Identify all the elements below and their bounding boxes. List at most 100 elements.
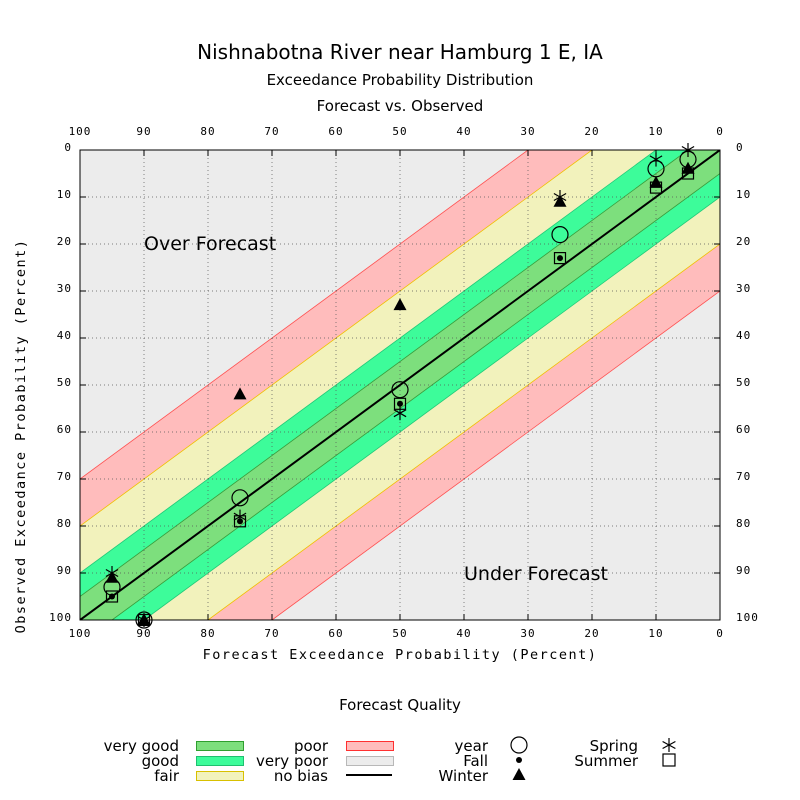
point-summer: [649, 181, 663, 194]
point-summer: [681, 167, 695, 180]
point-spring-stroke-2: [137, 615, 151, 625]
tick-label-y-right: 50: [736, 376, 751, 389]
legend-title: Forecast Quality: [339, 696, 461, 714]
point-winter: [393, 298, 407, 311]
tick-label-x-top: 50: [392, 125, 407, 138]
tick-label-x-bottom: 80: [200, 627, 215, 640]
tick-label-x-top: 0: [716, 125, 724, 138]
point-fall: [557, 255, 563, 262]
tick-label-x-top: 30: [520, 125, 535, 138]
tick-label-y-left: 0: [64, 141, 72, 154]
tick-label-y-left: 80: [57, 517, 72, 530]
plot-area: [80, 150, 720, 620]
legend-swatch-good: [196, 756, 244, 766]
point-spring-stroke-2: [681, 145, 695, 155]
tick-label-x-bottom: 10: [648, 627, 663, 640]
tick-label-y-left: 90: [57, 564, 72, 577]
tick-label-y-left: 40: [57, 329, 72, 342]
tick-label-y-left: 50: [57, 376, 72, 389]
legend-swatch-very-good: [196, 741, 244, 751]
point-spring-stroke-2: [233, 512, 247, 521]
point-spring-stroke-2: [105, 568, 119, 578]
point-year: [551, 226, 569, 244]
tick-label-y-left: 10: [57, 188, 72, 201]
tick-label-x-bottom: 60: [328, 627, 343, 640]
legend-label-poor: poor: [293, 737, 328, 755]
tick-label-y-right: 30: [736, 282, 751, 295]
point-summer: [137, 613, 151, 627]
tick-label-y-right: 20: [736, 235, 751, 248]
tick-label-y-right: 90: [736, 564, 751, 577]
no-bias-line: [80, 150, 720, 620]
point-spring: [681, 143, 695, 157]
tick-label-y-left: 30: [57, 282, 72, 295]
point-summer: [553, 252, 567, 265]
legend-label-spring: Spring: [589, 737, 638, 755]
legend-label-year: year: [454, 737, 488, 755]
tick-label-x-bottom: 50: [392, 627, 407, 640]
annotation-under-forecast: Under Forecast: [464, 563, 608, 585]
legend-label-good: good: [141, 752, 179, 770]
legend-label-very-good: very good: [103, 737, 179, 755]
point-spring: [105, 566, 119, 580]
tick-label-y-right: 60: [736, 423, 751, 436]
legend-label-fair: fair: [154, 767, 179, 785]
tick-label-x-top: 80: [200, 125, 215, 138]
tick-label-x-top: 60: [328, 125, 343, 138]
tick-label-y-right: 0: [736, 141, 744, 154]
legend-label-no-bias: no bias: [273, 767, 328, 785]
tick-label-x-bottom: 70: [264, 627, 279, 640]
point-spring: [137, 613, 151, 627]
tick-label-y-right: 100: [736, 611, 759, 624]
tick-label-y-right: 80: [736, 517, 751, 530]
point-year: [135, 611, 153, 629]
tick-label-x-top: 100: [69, 125, 92, 138]
tick-label-y-right: 70: [736, 470, 751, 483]
chart-title: Nishnabotna River near Hamburg 1 E, IA: [197, 40, 603, 64]
x-axis-label: Forecast Exceedance Probability (Percent…: [203, 647, 598, 663]
chart-subtitle-1: Exceedance Probability Distribution: [266, 71, 534, 89]
legend-swatch-very-poor: [346, 756, 394, 766]
point-summer: [105, 590, 119, 603]
legend-label-very-poor: very poor: [256, 752, 328, 770]
legend-line-no-bias: [346, 774, 392, 776]
legend-label-summer: Summer: [574, 752, 638, 770]
chart-subtitle-2: Forecast vs. Observed: [316, 97, 484, 115]
point-spring: [553, 190, 567, 204]
point-spring: [233, 509, 247, 524]
annotation-over-forecast: Over Forecast: [144, 233, 276, 255]
legend-label-fall: Fall: [463, 752, 488, 770]
tick-label-y-left: 100: [49, 611, 72, 624]
tick-label-x-bottom: 30: [520, 627, 535, 640]
point-fall: [109, 593, 115, 600]
tick-label-y-right: 10: [736, 188, 751, 201]
point-year: [231, 489, 249, 507]
legend-label-winter: Winter: [438, 767, 488, 785]
tick-label-x-top: 20: [584, 125, 599, 138]
tick-label-x-top: 90: [136, 125, 151, 138]
tick-label-x-top: 40: [456, 125, 471, 138]
y-axis-label: Observed Exceedance Probability (Percent…: [13, 239, 29, 634]
point-winter: [233, 387, 247, 400]
point-fall: [397, 400, 403, 407]
point-spring-stroke-2: [393, 409, 407, 418]
point-summer: [233, 515, 247, 528]
data-markers: [103, 143, 697, 629]
tick-label-y-left: 20: [57, 235, 72, 248]
tick-label-x-bottom: 0: [716, 627, 724, 640]
legend-swatch-fair: [196, 771, 244, 781]
tick-label-x-bottom: 90: [136, 627, 151, 640]
point-spring: [393, 406, 407, 421]
point-spring-stroke-2: [649, 155, 663, 164]
tick-label-y-left: 60: [57, 423, 72, 436]
tick-label-x-bottom: 40: [456, 627, 471, 640]
point-spring: [649, 152, 663, 167]
tick-label-y-right: 40: [736, 329, 751, 342]
tick-label-x-bottom: 100: [69, 627, 92, 640]
tick-label-x-bottom: 20: [584, 627, 599, 640]
tick-label-x-top: 70: [264, 125, 279, 138]
point-spring-stroke-2: [553, 192, 567, 202]
tick-label-y-left: 70: [57, 470, 72, 483]
tick-label-x-top: 10: [648, 125, 663, 138]
